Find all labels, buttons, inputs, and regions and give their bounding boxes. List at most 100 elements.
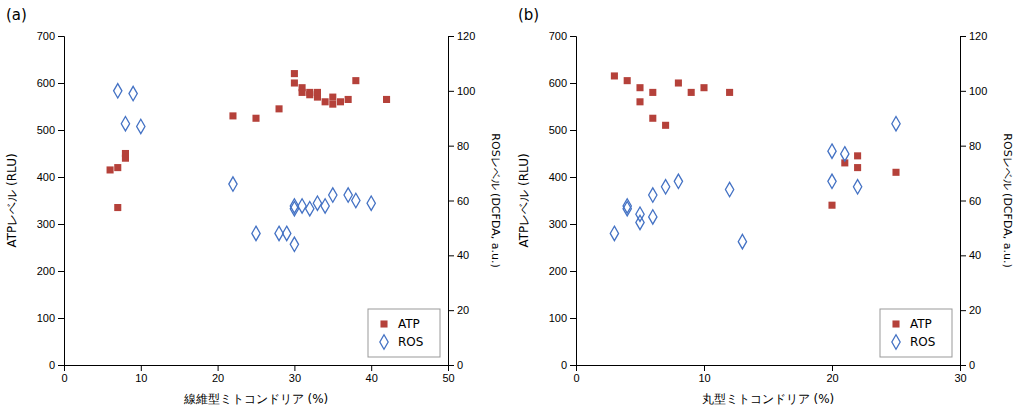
y2-axis-tick: 20 xyxy=(448,304,469,316)
x-axis-tick: 10 xyxy=(135,365,147,384)
x-axis: 0102030 xyxy=(573,365,966,384)
y-axis-tick-mark xyxy=(570,318,576,319)
x-axis-line xyxy=(577,366,961,372)
y-axis-line xyxy=(570,37,577,366)
point xyxy=(290,237,298,251)
x-axis-tick-mark xyxy=(294,365,295,371)
y-axis-tick-label: 600 xyxy=(549,77,567,89)
y-axis-tick-label: 700 xyxy=(37,30,55,42)
x-axis-tick-label: 0 xyxy=(573,372,579,384)
y2-axis-tick-mark xyxy=(448,201,454,202)
point xyxy=(107,166,114,173)
legend-label: ATP xyxy=(910,317,932,331)
point xyxy=(122,150,129,157)
y-axis-title: ATPレベル (RLU) xyxy=(5,153,19,247)
y-axis-tick: 400 xyxy=(549,171,576,183)
y2-axis: 0 20 40 60 80 100 120 xyxy=(448,30,475,371)
plot-area xyxy=(107,70,391,252)
y-axis-line xyxy=(58,37,65,366)
y2-axis-tick-mark xyxy=(448,310,454,311)
y2-axis-tick: 0 xyxy=(448,359,463,371)
y2-axis-tick-mark xyxy=(448,146,454,147)
y2-axis-tick: 120 xyxy=(448,30,475,42)
x-axis-tick: 50 xyxy=(442,365,454,384)
y-axis-tick: 200 xyxy=(37,265,64,277)
y-axis: 0100200300400500600700 xyxy=(37,30,65,371)
point xyxy=(636,84,643,91)
y-axis-tick-mark xyxy=(58,83,64,84)
y-axis: 0100200300400500600700 xyxy=(549,30,577,371)
y-axis-tick-mark xyxy=(570,130,576,131)
x-axis-tick: 0 xyxy=(61,365,67,384)
x-axis-tick-label: 30 xyxy=(954,372,966,384)
point xyxy=(611,72,618,79)
x-axis-tick-mark xyxy=(141,365,142,371)
y-axis-tick-mark xyxy=(58,365,64,366)
y-axis-tick-label: 500 xyxy=(549,124,567,136)
y-axis-tick: 500 xyxy=(549,124,576,136)
y-axis-tick-mark xyxy=(570,224,576,225)
point xyxy=(252,226,260,240)
y2-axis-tick-label: 60 xyxy=(457,195,469,207)
point xyxy=(114,164,121,171)
y2-axis: 020406080100120 xyxy=(960,30,987,371)
point xyxy=(367,196,375,210)
y-axis-tick-mark xyxy=(58,177,64,178)
y-axis-tick-label: 500 xyxy=(37,124,55,136)
y-axis-tick-label: 400 xyxy=(549,171,567,183)
y2-axis-title: ROSレベル (DCFDA, a.u.) xyxy=(1001,133,1014,267)
x-axis-tick-label: 50 xyxy=(442,372,454,384)
point xyxy=(649,115,656,122)
point xyxy=(662,122,669,129)
y2-axis-tick-label: 100 xyxy=(969,85,987,97)
x-axis-tick-mark xyxy=(832,365,833,371)
panel: 0102030010020030040050060070002040608010… xyxy=(517,6,1014,406)
y-axis-tick-label: 100 xyxy=(549,312,567,324)
y2-axis-tick-label: 40 xyxy=(969,249,981,261)
y2-axis-tick: 80 xyxy=(448,140,469,152)
x-axis-tick-label: 20 xyxy=(826,372,838,384)
legend-symbol xyxy=(380,335,388,349)
point xyxy=(306,202,314,216)
y2-axis-tick: 60 xyxy=(448,195,469,207)
legend: ATPROS xyxy=(880,309,952,357)
y-axis-tick-label: 600 xyxy=(37,77,55,89)
y2-axis-tick-mark xyxy=(960,201,966,202)
point xyxy=(828,144,836,158)
y-axis-tick: 500 xyxy=(37,124,64,136)
point xyxy=(313,196,321,210)
legend-symbol xyxy=(892,335,900,349)
point xyxy=(828,202,835,209)
x-axis-tick: 20 xyxy=(826,365,838,384)
chart: 0102030405001002003004005006007000204060… xyxy=(0,0,1024,413)
point xyxy=(725,182,733,196)
y-axis-tick: 600 xyxy=(549,77,576,89)
x-axis-tick-label: 20 xyxy=(212,372,224,384)
y-axis-tick: 700 xyxy=(549,30,576,42)
x-axis-tick: 20 xyxy=(212,365,224,384)
point xyxy=(345,96,352,103)
x-axis-tick: 30 xyxy=(954,365,966,384)
y-axis-tick-label: 300 xyxy=(37,218,55,230)
y2-axis-line xyxy=(961,37,967,366)
point xyxy=(352,77,359,84)
point xyxy=(624,77,631,84)
y2-axis-tick-label: 20 xyxy=(457,304,469,316)
y2-axis-tick: 100 xyxy=(448,85,475,97)
legend-box xyxy=(368,309,440,357)
point xyxy=(329,101,336,108)
point xyxy=(649,89,656,96)
point xyxy=(321,199,329,213)
point xyxy=(290,202,298,216)
y2-axis-tick-label: 40 xyxy=(457,249,469,261)
x-axis-title: 線維型ミトコンドリア (%) xyxy=(183,392,329,406)
x-axis-tick-label: 10 xyxy=(135,372,147,384)
y2-axis-tick-mark xyxy=(448,365,454,366)
legend: ATPROS xyxy=(368,309,440,357)
point xyxy=(841,147,849,161)
x-axis-tick: 30 xyxy=(289,365,301,384)
point xyxy=(344,188,352,202)
point xyxy=(121,117,129,131)
point xyxy=(276,105,283,112)
x-axis-tick-label: 30 xyxy=(289,372,301,384)
